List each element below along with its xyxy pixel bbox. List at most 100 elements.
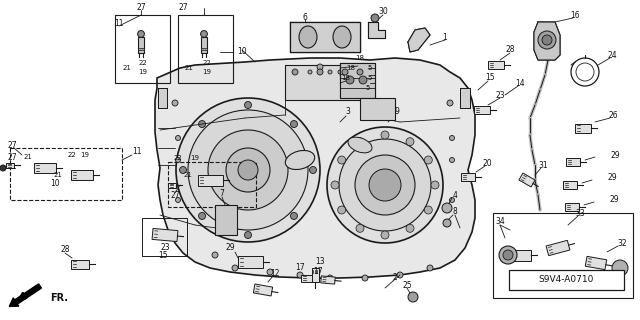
Text: 22: 22: [68, 152, 76, 158]
Circle shape: [179, 166, 186, 173]
Text: 4: 4: [452, 190, 458, 199]
Text: 27: 27: [178, 4, 188, 12]
Circle shape: [198, 121, 205, 128]
Circle shape: [447, 100, 453, 106]
Text: 1: 1: [443, 34, 447, 43]
Bar: [115, 15, 170, 83]
Circle shape: [244, 231, 252, 238]
Text: 18: 18: [342, 75, 351, 81]
Circle shape: [175, 135, 180, 140]
Circle shape: [427, 265, 433, 271]
Polygon shape: [138, 48, 144, 50]
Polygon shape: [253, 284, 273, 296]
Text: 23: 23: [495, 91, 505, 100]
Circle shape: [362, 275, 368, 281]
Polygon shape: [368, 22, 385, 38]
Bar: [178, 15, 233, 83]
Circle shape: [538, 31, 556, 49]
Text: 22: 22: [173, 155, 182, 161]
Text: 30: 30: [378, 7, 388, 17]
Text: 13: 13: [315, 258, 325, 267]
Text: 9: 9: [395, 108, 399, 116]
Circle shape: [175, 157, 180, 163]
Polygon shape: [158, 88, 167, 108]
Text: 11: 11: [132, 148, 141, 156]
Circle shape: [198, 212, 205, 220]
Polygon shape: [460, 88, 470, 108]
Text: 23: 23: [160, 244, 170, 252]
Bar: [493, 213, 633, 298]
Text: 19: 19: [202, 69, 211, 75]
Text: 29: 29: [610, 150, 620, 159]
Text: 10: 10: [50, 179, 60, 188]
Circle shape: [503, 250, 513, 260]
Polygon shape: [534, 22, 560, 60]
Polygon shape: [509, 250, 531, 260]
Polygon shape: [563, 181, 577, 189]
Polygon shape: [201, 37, 207, 53]
Polygon shape: [461, 173, 475, 181]
Polygon shape: [198, 174, 223, 186]
Circle shape: [431, 181, 439, 189]
Text: 15: 15: [485, 74, 495, 83]
Polygon shape: [488, 61, 504, 69]
Polygon shape: [71, 170, 93, 180]
Circle shape: [355, 155, 415, 215]
Text: 10: 10: [237, 47, 247, 57]
Circle shape: [359, 76, 367, 84]
Text: 19: 19: [81, 152, 90, 158]
Polygon shape: [519, 173, 535, 187]
Circle shape: [317, 69, 323, 75]
Text: 21: 21: [123, 65, 131, 71]
Polygon shape: [71, 260, 89, 268]
Text: 33: 33: [575, 209, 585, 218]
Circle shape: [226, 148, 270, 192]
Polygon shape: [6, 163, 14, 167]
Text: 11: 11: [115, 20, 124, 28]
Text: 34: 34: [495, 218, 505, 227]
Text: 27: 27: [136, 4, 146, 12]
Bar: [360, 98, 395, 120]
Circle shape: [406, 138, 414, 146]
Circle shape: [338, 156, 346, 164]
Text: 20: 20: [482, 158, 492, 167]
Circle shape: [292, 69, 298, 75]
Circle shape: [338, 70, 342, 74]
Polygon shape: [155, 58, 475, 278]
Bar: [168, 162, 256, 207]
Ellipse shape: [299, 26, 317, 48]
Text: 21: 21: [54, 172, 63, 178]
Circle shape: [449, 157, 454, 163]
Circle shape: [371, 14, 379, 22]
Bar: [10, 148, 122, 200]
Text: 16: 16: [570, 11, 580, 20]
Text: 5: 5: [368, 75, 372, 81]
Circle shape: [357, 69, 363, 75]
Circle shape: [317, 64, 323, 70]
Circle shape: [449, 197, 454, 203]
Circle shape: [424, 206, 432, 214]
Circle shape: [267, 269, 273, 275]
Circle shape: [346, 76, 354, 84]
Polygon shape: [340, 63, 375, 98]
Text: 27: 27: [170, 190, 180, 199]
Text: 22: 22: [203, 60, 211, 66]
Circle shape: [328, 70, 332, 74]
Text: 6: 6: [303, 12, 307, 21]
Text: 5: 5: [368, 65, 372, 71]
Circle shape: [381, 231, 389, 239]
Text: 25: 25: [402, 281, 412, 290]
Circle shape: [356, 224, 364, 232]
Circle shape: [442, 203, 452, 213]
Ellipse shape: [348, 137, 372, 153]
Text: 29: 29: [607, 173, 617, 182]
FancyArrow shape: [10, 284, 42, 307]
Circle shape: [327, 275, 333, 281]
Text: 5: 5: [366, 85, 370, 91]
Text: 29: 29: [225, 244, 235, 252]
Text: 14: 14: [515, 78, 525, 87]
Text: 28: 28: [60, 245, 70, 254]
Text: S9V4-A0710: S9V4-A0710: [538, 276, 594, 284]
Text: 7: 7: [220, 188, 225, 197]
Text: 26: 26: [608, 110, 618, 119]
